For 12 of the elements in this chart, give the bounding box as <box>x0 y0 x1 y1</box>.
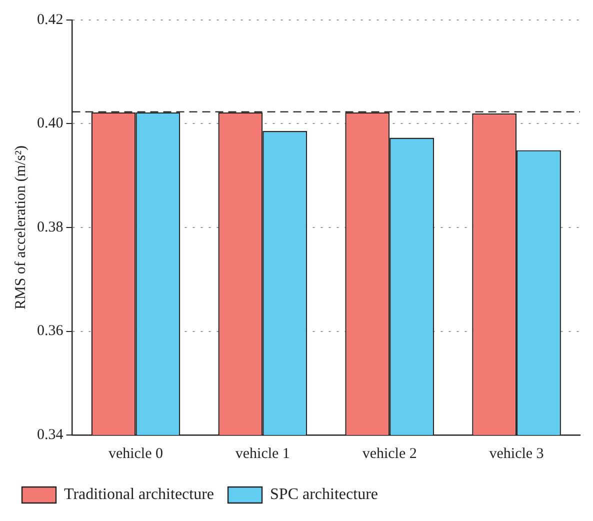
y-tick-label: 0.36 <box>37 323 64 340</box>
y-tick-label: 0.38 <box>37 219 64 236</box>
y-tick-label: 0.42 <box>37 12 64 28</box>
x-tick-label: vehicle 1 <box>235 446 290 462</box>
x-tick-label: vehicle 0 <box>108 446 163 462</box>
y-axis-title: RMS of acceleration (m/s²) <box>12 145 29 310</box>
legend-label: SPC architecture <box>270 486 378 504</box>
legend-label: Traditional architecture <box>64 486 214 504</box>
x-tick-label: vehicle 3 <box>489 446 544 462</box>
y-tick-label: 0.34 <box>37 426 64 443</box>
x-tick-label: vehicle 2 <box>362 446 417 462</box>
y-tick-label: 0.40 <box>37 116 64 132</box>
